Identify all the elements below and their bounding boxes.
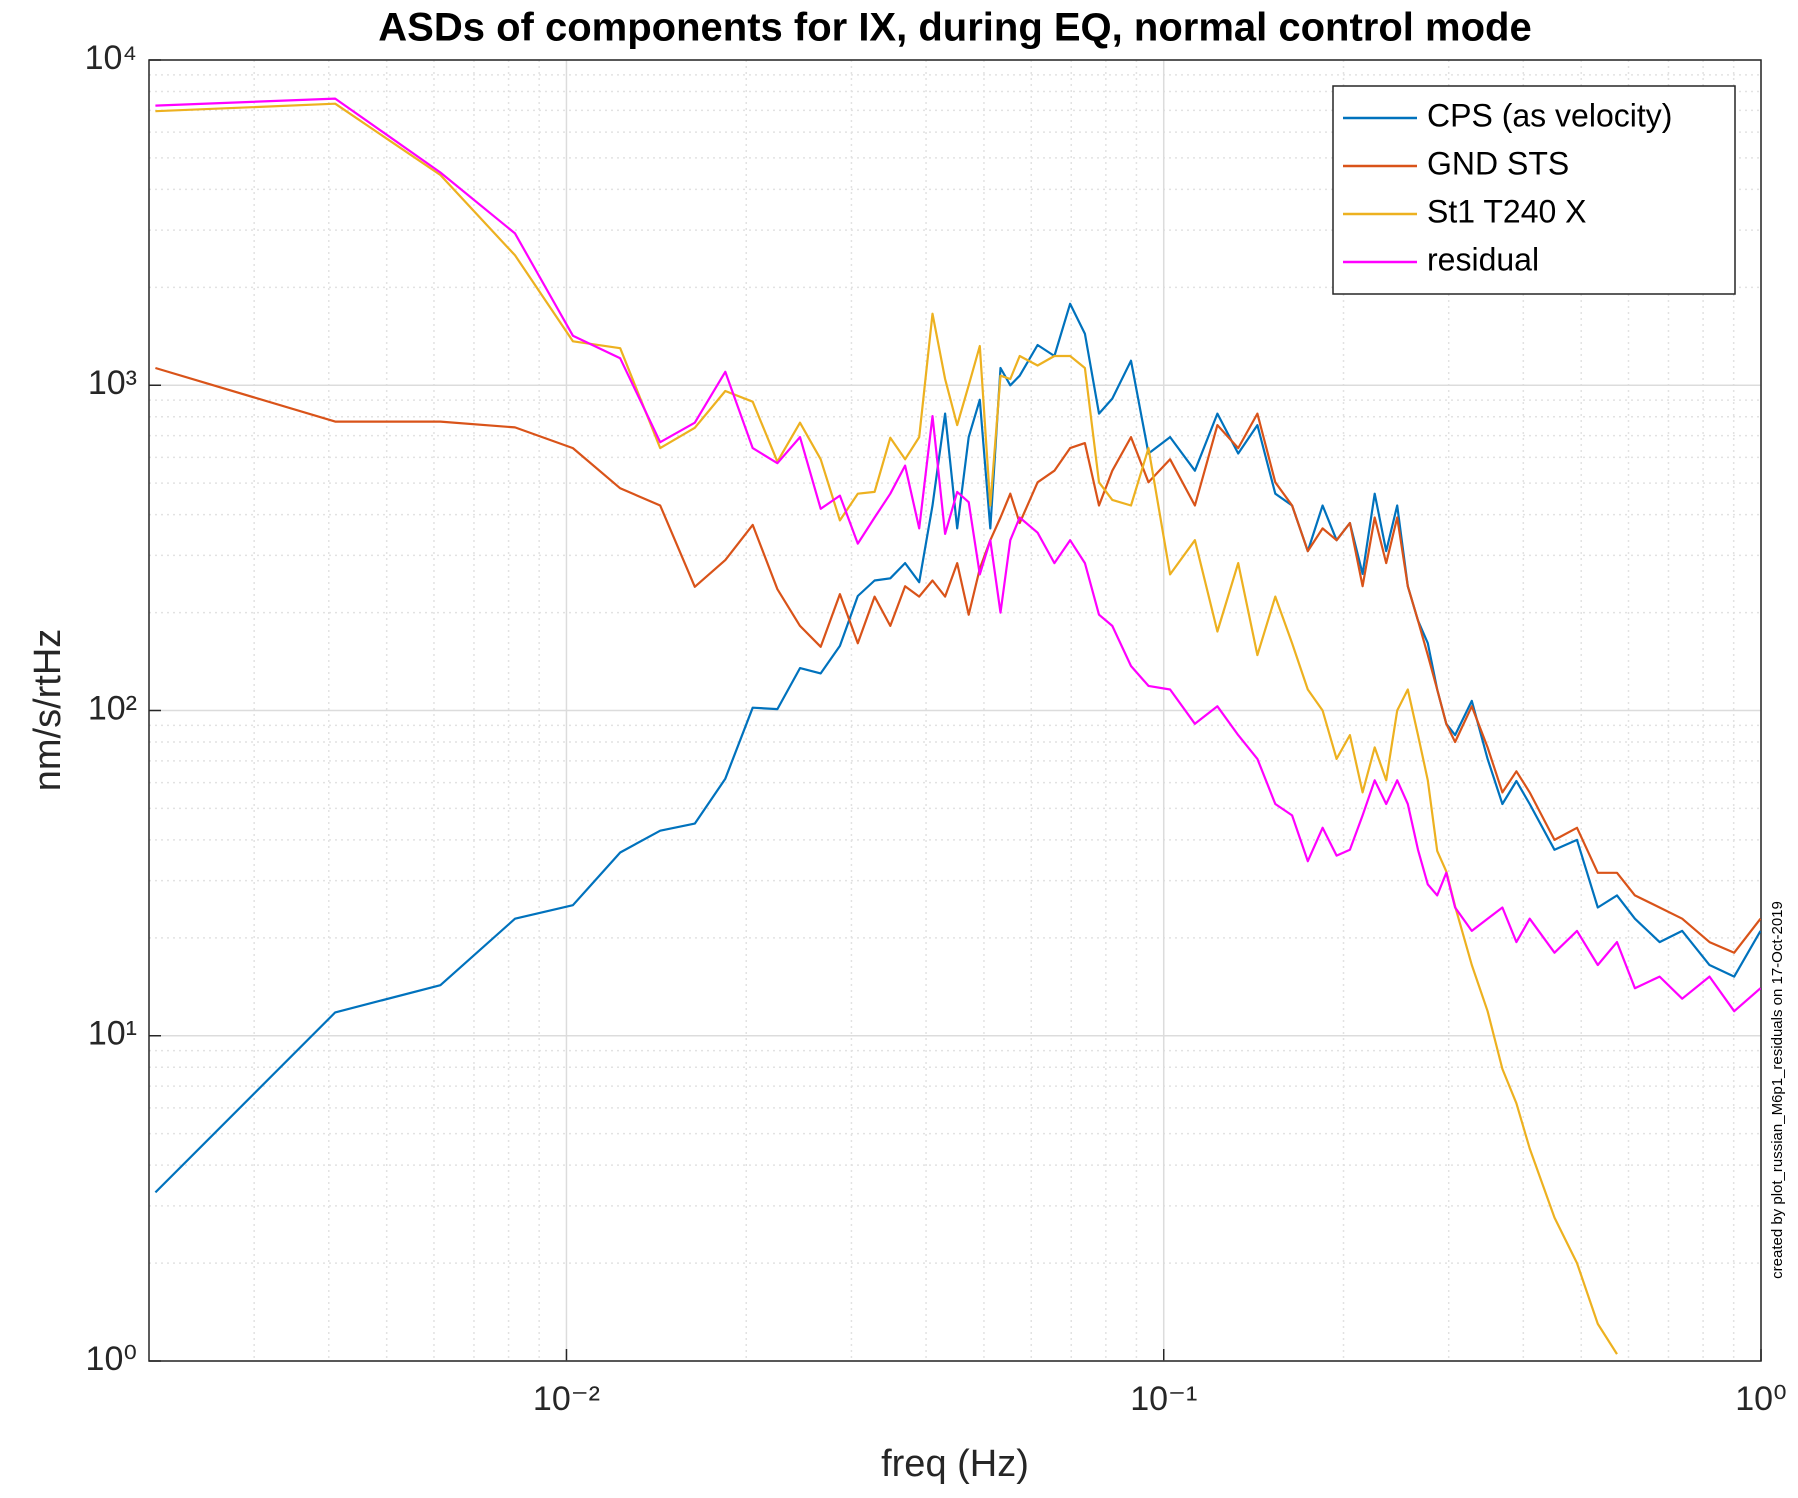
x-tick-label: 10⁰ [1735, 1380, 1786, 1418]
legend-label: GND STS [1427, 145, 1569, 181]
annotation: created by plot_russian_M6p1_residuals o… [1769, 901, 1786, 1279]
series-line [155, 102, 1618, 1355]
legend-label: residual [1427, 241, 1539, 277]
series-line [154, 302, 1761, 1194]
legend-label: CPS (as velocity) [1427, 97, 1672, 133]
x-tick-label: 10⁻¹ [1130, 1380, 1197, 1418]
y-tick-label: 10¹ [88, 1015, 137, 1053]
series-line [155, 97, 1761, 1013]
y-axis-label: nm/s/rtHz [27, 629, 69, 792]
y-tick-label: 10³ [88, 364, 137, 402]
legend-label: St1 T240 X [1427, 193, 1587, 229]
x-axis-label: freq (Hz) [881, 1443, 1029, 1485]
plot-frame [148, 59, 1762, 1362]
y-tick-label: 10² [88, 689, 137, 727]
plot-lines [154, 97, 1761, 1355]
x-tick-label: 10⁻² [533, 1380, 600, 1418]
series-line [155, 366, 1761, 954]
chart-title: ASDs of components for IX, during EQ, no… [378, 6, 1531, 50]
y-tick-label: 10⁰ [86, 1340, 137, 1378]
legend-box [1332, 85, 1736, 295]
y-tick-label: 10⁴ [85, 39, 137, 77]
